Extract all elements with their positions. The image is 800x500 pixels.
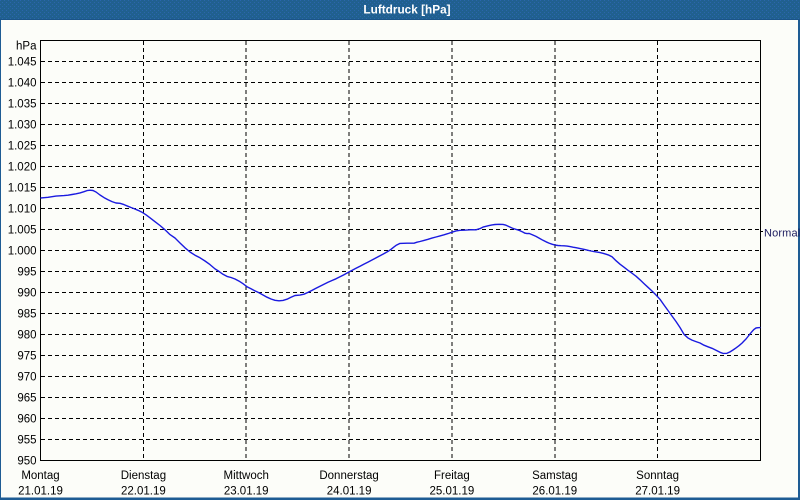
svg-text:24.01.19: 24.01.19 [327, 486, 372, 498]
svg-text:1.030: 1.030 [8, 120, 37, 132]
svg-text:23.01.19: 23.01.19 [224, 486, 269, 498]
svg-text:1.010: 1.010 [8, 204, 37, 216]
svg-text:25.01.19: 25.01.19 [430, 486, 475, 498]
svg-text:Donnerstag: Donnerstag [319, 470, 378, 482]
svg-text:Dienstag: Dienstag [121, 470, 166, 482]
svg-text:1.035: 1.035 [8, 99, 37, 111]
svg-text:1.040: 1.040 [8, 78, 37, 90]
svg-text:965: 965 [17, 393, 36, 405]
svg-text:Normal: Normal [764, 228, 800, 240]
svg-text:950: 950 [17, 456, 36, 468]
svg-text:980: 980 [17, 330, 36, 342]
svg-text:1.045: 1.045 [8, 57, 37, 69]
svg-text:1.025: 1.025 [8, 141, 37, 153]
svg-text:Sonntag: Sonntag [636, 470, 679, 482]
svg-text:955: 955 [17, 435, 36, 447]
svg-text:Samstag: Samstag [532, 470, 577, 482]
svg-text:26.01.19: 26.01.19 [532, 486, 577, 498]
svg-text:22.01.19: 22.01.19 [121, 486, 166, 498]
svg-text:Freitag: Freitag [434, 470, 470, 482]
svg-text:hPa: hPa [16, 41, 37, 53]
svg-text:995: 995 [17, 267, 36, 279]
svg-text:Luftdruck [hPa]: Luftdruck [hPa] [363, 3, 450, 17]
svg-text:970: 970 [17, 372, 36, 384]
svg-text:Montag: Montag [21, 470, 59, 482]
svg-text:21.01.19: 21.01.19 [18, 486, 63, 498]
svg-text:975: 975 [17, 351, 36, 363]
svg-text:990: 990 [17, 288, 36, 300]
svg-text:1.015: 1.015 [8, 183, 37, 195]
svg-text:960: 960 [17, 414, 36, 426]
svg-text:27.01.19: 27.01.19 [635, 486, 680, 498]
svg-text:1.005: 1.005 [8, 225, 37, 237]
svg-text:1.020: 1.020 [8, 162, 37, 174]
svg-text:985: 985 [17, 309, 36, 321]
svg-text:Mittwoch: Mittwoch [224, 470, 269, 482]
svg-text:1.000: 1.000 [8, 246, 37, 258]
